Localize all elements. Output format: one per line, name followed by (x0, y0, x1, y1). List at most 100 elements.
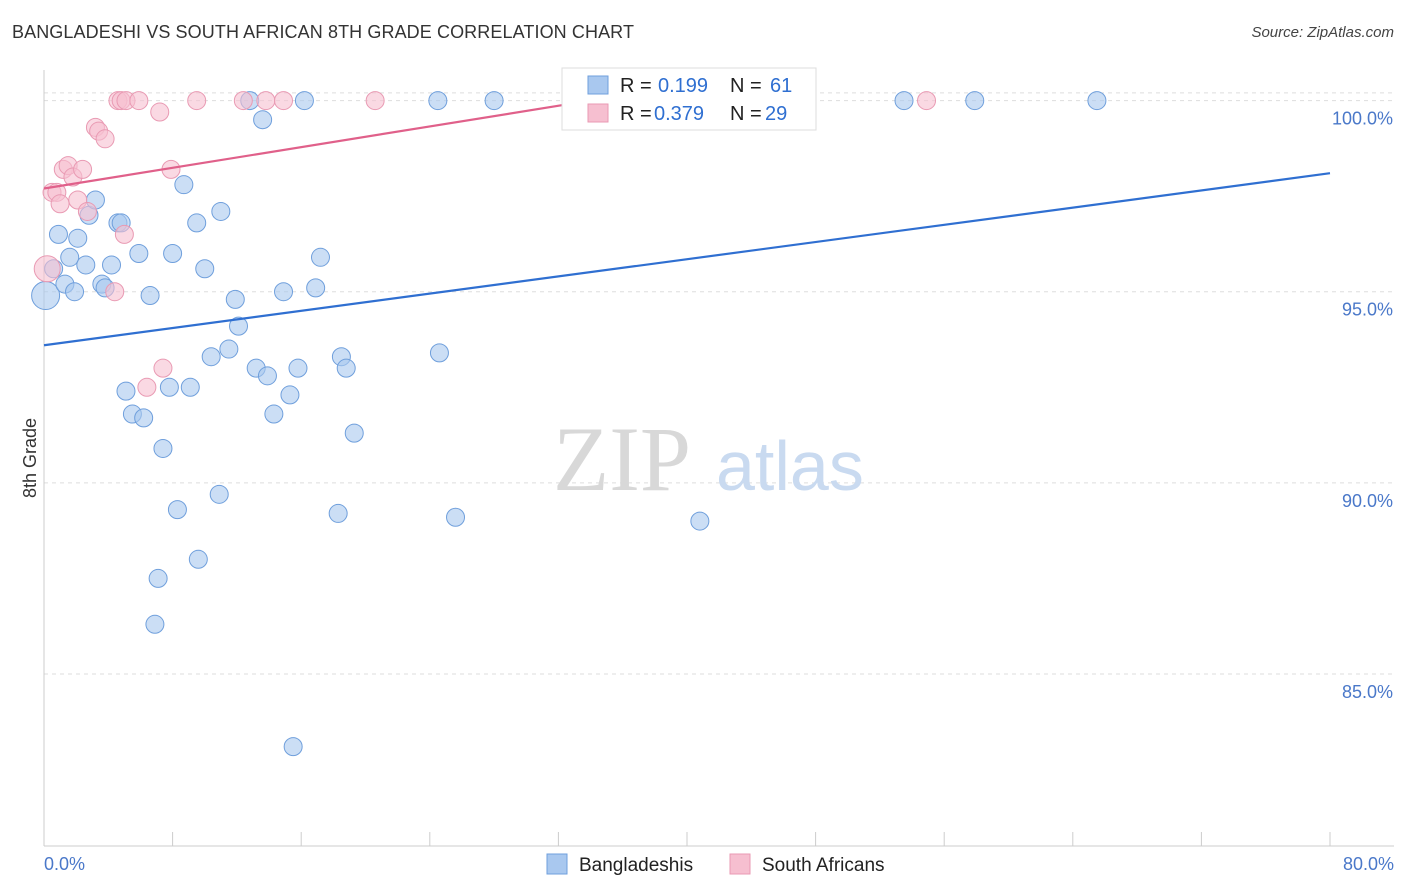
series-swatch-bangladeshis (546, 853, 568, 875)
bangladeshis-point (65, 282, 85, 302)
bangladeshis-point (344, 423, 364, 443)
bangladeshis-point (288, 358, 308, 378)
bangladeshis-point (195, 259, 215, 279)
bangladeshis-point (211, 201, 231, 221)
legend-n-label-pink: N = (730, 103, 762, 125)
legend-r-value-blue: 0.199 (658, 75, 708, 97)
chart-title: BANGLADESHI VS SOUTH AFRICAN 8TH GRADE C… (12, 22, 635, 42)
south-africans-point (137, 377, 157, 397)
bangladeshis-point (48, 224, 68, 244)
bangladeshis-point (283, 737, 303, 757)
bangladeshis-point (129, 243, 149, 263)
south-africans-point (256, 91, 276, 111)
bangladeshis-point (257, 366, 277, 386)
bangladeshis-point (159, 377, 179, 397)
legend-swatch-blue (587, 75, 609, 95)
bangladeshis-point (76, 255, 96, 275)
legend-swatch-pink (587, 103, 609, 123)
south-africans-point (105, 282, 125, 302)
bangladeshis-point (60, 247, 80, 267)
bangladeshis-point (225, 289, 245, 309)
bangladeshis-point (163, 243, 183, 263)
x-tick-label-max: 80.0% (1343, 854, 1394, 874)
legend-n-label-blue: N = (730, 75, 762, 97)
bangladeshis-point (294, 91, 314, 111)
bangladeshis-point (310, 247, 330, 267)
bangladeshis-point (140, 286, 160, 306)
bangladeshis-point (328, 503, 348, 523)
bangladeshis-point (31, 281, 61, 311)
bangladeshis-point (336, 358, 356, 378)
bangladeshis-point (690, 511, 710, 531)
bangladeshis-point (894, 91, 914, 111)
bangladeshis-point (116, 381, 136, 401)
y-tick-label: 90.0% (1342, 491, 1393, 511)
legend-n-value-pink: 29 (765, 103, 787, 125)
trend-lines (43, 99, 1331, 347)
bangladeshis-point (209, 484, 229, 504)
bangladeshis-point (201, 347, 221, 367)
watermark-atlas: atlas (716, 427, 864, 505)
bangladeshis-point (429, 343, 449, 363)
series-legend: Bangladeshis South Africans (546, 853, 885, 876)
south-africans-point (917, 91, 937, 111)
legend-r-value-pink: 0.379 (654, 103, 704, 125)
bangladeshis-point (446, 507, 466, 527)
bangladeshis-point (306, 278, 326, 298)
south-africans-point (73, 159, 93, 179)
series-swatch-south-africans (729, 853, 751, 875)
bangladeshis-point (280, 385, 300, 405)
bangladeshis-point (219, 339, 239, 359)
south-africans-point (365, 91, 385, 111)
bangladeshis-point (965, 91, 985, 111)
y-tick-label: 95.0% (1342, 300, 1393, 320)
bangladeshis-point (229, 316, 249, 336)
south-africans-point (153, 358, 173, 378)
south-africans-point (274, 91, 294, 111)
bangladeshis-point (167, 500, 187, 520)
legend-r-label-pink: R = (620, 103, 652, 125)
legend-r-label-blue: R = (620, 75, 652, 97)
grid-lines (44, 92, 1394, 675)
y-axis-label: 8th Grade (20, 418, 40, 498)
bangladeshis-point (180, 377, 200, 397)
south-africans-point (33, 255, 61, 283)
bangladeshis-point (145, 614, 165, 634)
y-tick-label: 85.0% (1342, 682, 1393, 702)
south-africans-point (114, 224, 134, 244)
legend-n-value-blue: 61 (770, 75, 792, 97)
bangladeshis-point (264, 404, 284, 424)
source-label: Source: ZipAtlas.com (1251, 24, 1394, 41)
x-tick-label-min: 0.0% (44, 854, 85, 874)
bangladeshis-point (102, 255, 122, 275)
x-axis-ticks (43, 832, 1331, 846)
south-africans-point (50, 194, 70, 214)
bangladeshis-point (187, 213, 207, 233)
bangladeshis-point (1087, 91, 1107, 111)
bangladeshis-point (274, 282, 294, 302)
watermark-zip: ZIP (553, 408, 691, 510)
bangladeshis-point (174, 175, 194, 195)
south-africans-point (129, 91, 149, 111)
bangladeshis-point (428, 91, 448, 111)
y-tick-label: 100.0% (1332, 109, 1393, 129)
bangladeshis-point (68, 228, 88, 248)
bangladeshis-point (148, 568, 168, 588)
series-label-bangladeshis: Bangladeshis (579, 855, 693, 876)
bangladeshis-point (153, 438, 173, 458)
bangladeshis-point (188, 549, 208, 569)
south-africans-point (95, 129, 115, 149)
south-africans-trend-line (43, 99, 591, 190)
bangladeshis-point (134, 408, 154, 428)
stats-legend: R = 0.199 N = 61 R = 0.379 N = 29 (561, 67, 817, 131)
south-africans-point (150, 102, 170, 122)
south-africans-point (187, 91, 207, 111)
bangladeshis-point (484, 91, 504, 111)
south-africans-points (33, 91, 937, 397)
y-tick-labels: 85.0% 90.0% 95.0% 100.0% (1332, 109, 1393, 702)
south-africans-point (77, 201, 97, 221)
south-africans-point (233, 91, 253, 111)
bangladeshis-trend-line (43, 172, 1331, 347)
series-label-south-africans: South Africans (762, 855, 885, 876)
